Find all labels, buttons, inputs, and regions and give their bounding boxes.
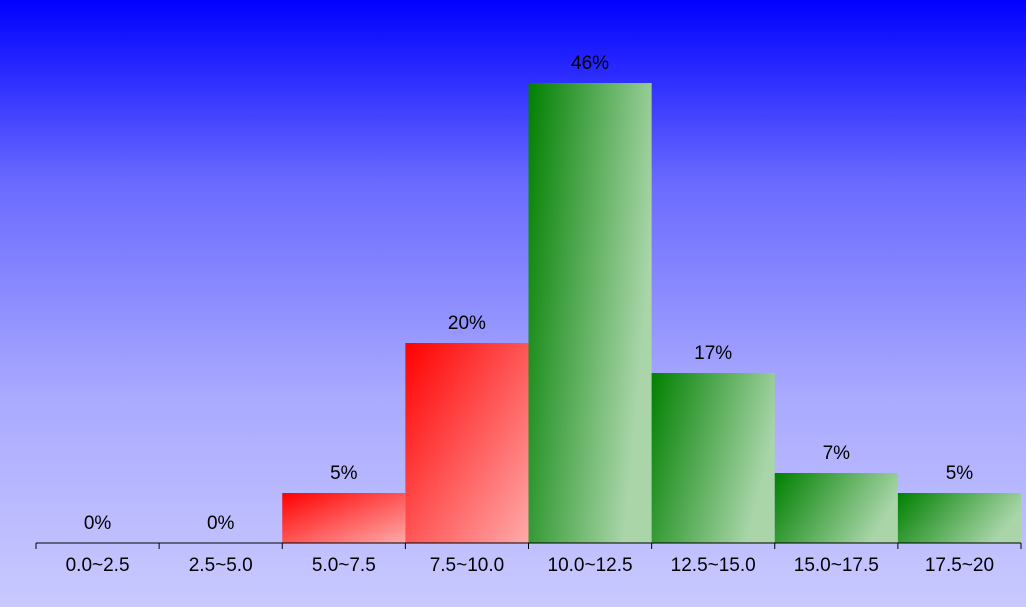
bar-12.5~15.0 — [651, 373, 775, 543]
bar-5.0~7.5 — [282, 493, 406, 543]
value-labels-group: 0% 0% 5% 20% 46% 17% 7% 5% — [84, 53, 973, 534]
bar-10.0~12.5 — [528, 83, 652, 543]
x-tick-label: 2.5~5.0 — [189, 555, 253, 576]
x-tick-label: 10.0~12.5 — [548, 555, 633, 576]
x-tick-label: 12.5~15.0 — [671, 555, 756, 576]
x-tick-label: 5.0~7.5 — [312, 555, 376, 576]
value-label: 7% — [823, 443, 851, 464]
x-tick-label: 7.5~10.0 — [430, 555, 505, 576]
x-axis-tick-labels: 0.0~2.5 2.5~5.0 5.0~7.5 7.5~10.0 10.0~12.5 12… — [66, 555, 994, 576]
value-label: 20% — [448, 313, 486, 334]
x-tick-label: 15.0~17.5 — [794, 555, 879, 576]
value-label: 17% — [694, 343, 732, 364]
value-label: 5% — [946, 463, 974, 484]
bar-15.0~17.5 — [774, 473, 898, 543]
bar-7.5~10.0 — [405, 343, 529, 543]
value-label: 46% — [571, 53, 609, 74]
x-axis-ticks — [35, 543, 1022, 549]
bars-group — [282, 83, 1022, 543]
value-label: 0% — [207, 513, 235, 534]
value-label: 0% — [84, 513, 112, 534]
x-tick-label: 17.5~20 — [925, 555, 994, 576]
value-label: 5% — [330, 463, 358, 484]
bar-17.5~20 — [897, 493, 1022, 543]
x-tick-label: 0.0~2.5 — [66, 555, 130, 576]
